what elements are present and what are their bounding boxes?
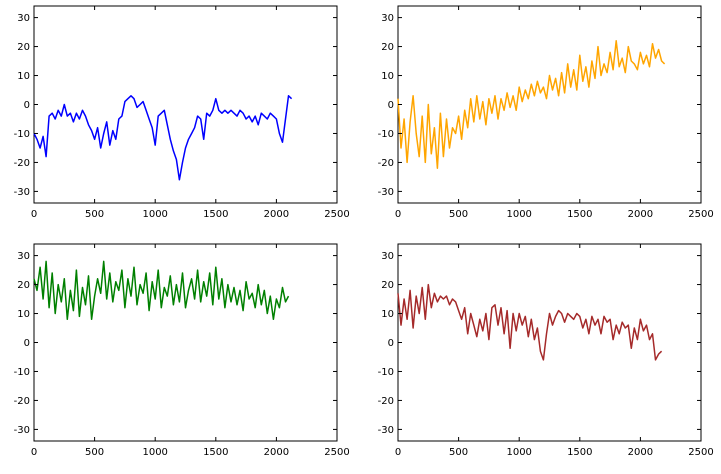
subplot-bottom-left: 0 500 1000 1500 2000 2500 30 20 10 0 -10 -20 -30 — [14, 243, 350, 458]
y-tick-label: 30 — [381, 251, 394, 262]
y-tick-label: -30 — [378, 187, 394, 198]
x-tick-label: 2500 — [688, 209, 713, 220]
y-tick-label: -30 — [14, 187, 30, 198]
axes-frame — [397, 243, 702, 442]
y-tick-label: -10 — [378, 129, 394, 140]
x-tick-label: 1500 — [567, 209, 592, 220]
axes-frame — [397, 5, 702, 204]
series-line — [397, 283, 663, 361]
y-tick-label: -20 — [14, 396, 30, 407]
y-tick-label: -30 — [378, 425, 394, 436]
x-tick-label: 2000 — [628, 209, 653, 220]
y-tick-label: 30 — [17, 13, 30, 24]
x-tick-label: 1500 — [203, 209, 228, 220]
y-tick-label: -10 — [378, 367, 394, 378]
subplot-top-left: 0 500 1000 1500 2000 2500 30 20 10 0 -10 -20 -30 — [14, 5, 350, 220]
x-tick-label: 2500 — [324, 209, 349, 220]
x-tick-label: 1500 — [203, 447, 228, 458]
y-tick-label: 20 — [17, 280, 30, 291]
x-tick-label: 1500 — [567, 447, 592, 458]
series-line — [33, 260, 290, 321]
y-tick-label: 0 — [24, 338, 30, 349]
x-tick-label: 0 — [31, 209, 37, 220]
y-tick-label: 20 — [381, 42, 394, 53]
x-tick-label: 2000 — [264, 447, 289, 458]
y-tick-label: 30 — [17, 251, 30, 262]
y-tick-label: 0 — [24, 100, 30, 111]
y-tick-label: 10 — [381, 71, 394, 82]
y-tick-label: 30 — [381, 13, 394, 24]
y-tick-label: -20 — [378, 396, 394, 407]
x-tick-label: 1000 — [506, 209, 531, 220]
x-tick-label: 0 — [395, 209, 401, 220]
x-tick-label: 2000 — [628, 447, 653, 458]
y-tick-label: 0 — [388, 100, 394, 111]
y-tick-label: -30 — [14, 425, 30, 436]
x-tick-label: 0 — [395, 447, 401, 458]
axes-frame — [33, 243, 338, 442]
y-tick-label: 10 — [17, 71, 30, 82]
y-tick-label: -10 — [14, 367, 30, 378]
series-line — [397, 40, 666, 169]
x-tick-label: 1000 — [506, 447, 531, 458]
x-tick-label: 1000 — [142, 447, 167, 458]
axes-frame — [33, 5, 338, 204]
x-tick-label: 2500 — [324, 447, 349, 458]
y-tick-label: 0 — [388, 338, 394, 349]
x-tick-label: 0 — [31, 447, 37, 458]
x-tick-label: 2000 — [264, 209, 289, 220]
y-tick-label: 10 — [381, 309, 394, 320]
x-tick-label: 2500 — [688, 447, 713, 458]
x-tick-label: 500 — [449, 209, 468, 220]
y-tick-label: -10 — [14, 129, 30, 140]
x-tick-label: 500 — [85, 209, 104, 220]
y-tick-label: -20 — [14, 158, 30, 169]
series-line — [33, 95, 293, 181]
y-tick-label: 20 — [17, 42, 30, 53]
y-tick-label: 10 — [17, 309, 30, 320]
y-tick-label: -20 — [378, 158, 394, 169]
x-tick-label: 1000 — [142, 209, 167, 220]
x-tick-label: 500 — [85, 447, 104, 458]
subplot-bottom-right: 0 500 1000 1500 2000 2500 30 20 10 0 -10 -20 -30 — [378, 243, 714, 458]
x-tick-label: 500 — [449, 447, 468, 458]
subplot-top-right: 0 500 1000 1500 2000 2500 30 20 10 0 -10 -20 -30 — [378, 5, 714, 220]
y-tick-label: 20 — [381, 280, 394, 291]
